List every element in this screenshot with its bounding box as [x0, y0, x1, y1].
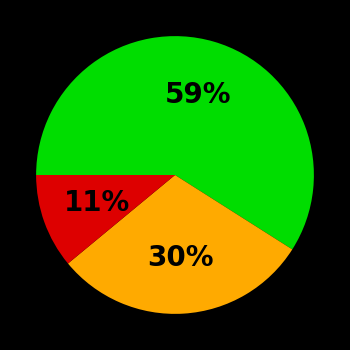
- Text: 30%: 30%: [147, 244, 214, 272]
- Wedge shape: [36, 36, 314, 250]
- Wedge shape: [36, 175, 175, 264]
- Text: 11%: 11%: [63, 189, 130, 217]
- Text: 59%: 59%: [165, 81, 231, 109]
- Wedge shape: [68, 175, 292, 314]
